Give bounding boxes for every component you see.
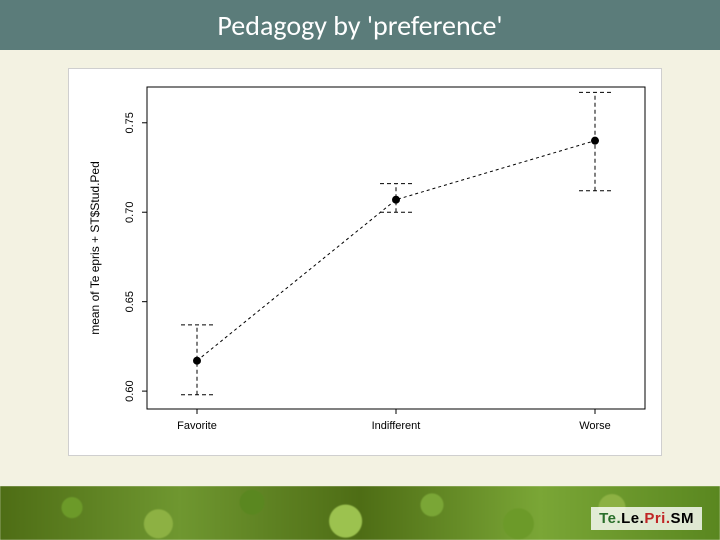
svg-text:Favorite: Favorite: [177, 420, 217, 432]
svg-text:Worse: Worse: [579, 420, 611, 432]
svg-text:0.65: 0.65: [124, 291, 136, 312]
logo-seg1: Te.: [599, 510, 621, 527]
svg-text:0.60: 0.60: [124, 380, 136, 401]
chart-container: 0.60 0.65 0.70 0.75 mean of Te epris + ST$St…: [68, 68, 662, 456]
svg-text:mean of Te epris + ST$Stud.Ped: mean of Te epris + ST$Stud.Ped: [88, 161, 102, 335]
brand-logo: Te.Le.Pri.SM: [591, 507, 702, 530]
line-chart: 0.60 0.65 0.70 0.75 mean of Te epris + ST$St…: [69, 69, 661, 455]
logo-seg2: Le.: [621, 510, 644, 527]
slide: Pedagogy by 'preference' 0.60 0.65 0.70 0.7…: [0, 0, 720, 540]
svg-text:Indifferent: Indifferent: [372, 420, 421, 432]
svg-text:0.75: 0.75: [124, 112, 136, 133]
svg-text:0.70: 0.70: [124, 202, 136, 223]
footer-strip: Te.Le.Pri.SM: [0, 486, 720, 540]
slide-title: Pedagogy by 'preference': [217, 8, 502, 43]
logo-seg3: Pri.: [644, 510, 670, 527]
title-bar: Pedagogy by 'preference': [0, 0, 720, 50]
logo-seg4: SM: [671, 510, 695, 527]
